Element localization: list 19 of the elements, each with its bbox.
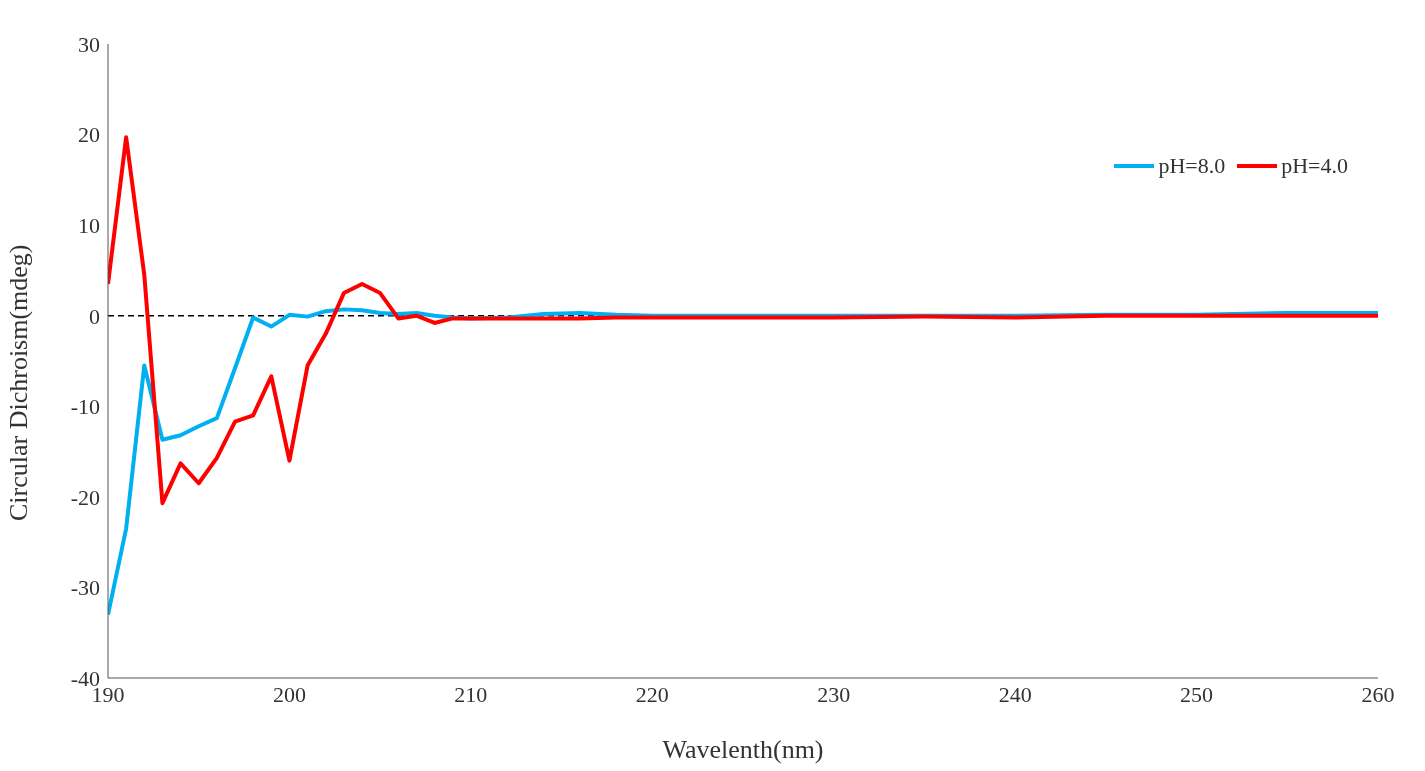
y-tick-label: -10 (70, 394, 100, 420)
x-axis-title: Wavelenth(nm) (662, 735, 824, 764)
x-tick-label: 200 (272, 681, 306, 707)
legend-label: pH=8.0 (1157, 153, 1226, 179)
legend-label: pH=4.0 (1280, 153, 1348, 179)
y-axis-title: Circular Dichroism(mdeg) (4, 244, 34, 521)
y-tick-label: 10 (78, 212, 100, 238)
y-tick-label: -30 (70, 575, 100, 601)
y-tick-label: 20 (78, 122, 100, 148)
y-tick-label: 30 (78, 31, 100, 57)
x-tick-label: 250 (1180, 681, 1214, 707)
line-series (108, 135, 1378, 506)
x-tick-label: 220 (635, 681, 669, 707)
x-tick-label: 260 (1361, 681, 1395, 707)
y-tick-label: -20 (70, 484, 100, 510)
x-tick-label: 210 (454, 681, 488, 707)
x-tick-label: 240 (998, 681, 1032, 707)
x-tick-label: 230 (817, 681, 851, 707)
y-tick-label: 0 (89, 303, 100, 329)
